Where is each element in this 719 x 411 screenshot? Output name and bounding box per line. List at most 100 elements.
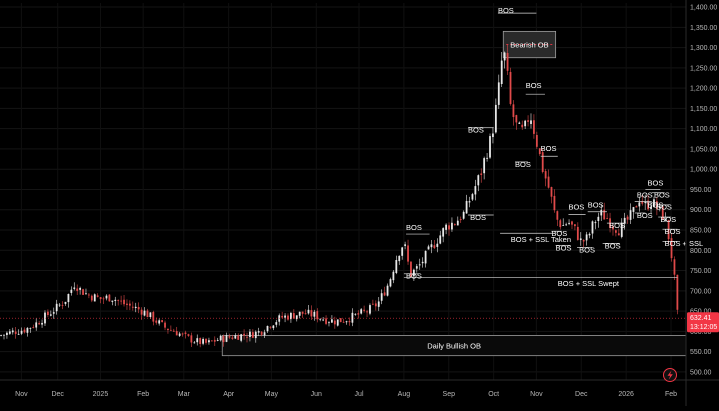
candle-body [58,304,61,306]
bos-label: BOS + SSL Taken [511,235,571,244]
price-axis[interactable]: 1,400.00 1,350.00 1,300.00 1,250.00 1,200.00… [685,0,717,406]
candle-body [626,216,629,220]
candle-body [664,218,667,221]
candle-body [29,327,32,329]
candle-body [41,322,43,325]
candle-body [568,222,570,224]
candle-body [143,310,146,316]
candle-body [521,124,524,128]
candle-body [82,289,84,295]
bos-label: BOS [541,144,557,153]
candle-body [635,206,638,208]
candle-body [345,321,348,323]
candle-body [606,217,609,219]
candle-body [629,210,632,220]
bos-label: BOS [637,211,653,220]
candle-body [442,228,445,237]
candle-body [128,303,131,306]
candle-body [225,335,228,342]
candle-body [544,171,547,179]
candle-body [304,313,307,315]
candle-body [3,334,5,336]
candle-body [538,148,541,155]
candle-body [377,301,380,307]
candle-body [644,201,647,203]
candle-body [439,235,442,244]
candle-body [14,331,17,334]
candle-body [433,245,436,249]
candle-body [383,292,386,296]
candle-body [582,239,585,242]
candle-body [395,260,398,273]
candle-body [6,332,8,336]
candle-body [146,310,149,318]
candle-body [366,311,368,313]
price-tick-label: 700.00 [690,288,712,295]
candle-body [465,200,468,214]
candle-body [322,319,325,321]
candle-body [421,261,424,264]
month-tick-label: Sep [443,391,456,398]
candle-body [620,222,623,237]
candle-body [524,120,527,127]
month-tick-label: Dec [51,391,64,398]
candle-body [140,309,143,315]
candle-body [497,82,500,105]
candle-body [430,244,433,248]
candle-body [313,311,316,317]
price-tick-label: 1,350.00 [690,25,717,32]
lightning-button[interactable] [663,368,677,382]
candle-body [453,224,456,225]
month-tick-label: Apr [223,391,235,398]
candle-body [339,318,342,323]
candle-body [114,299,117,301]
candle-body [64,301,67,304]
candle-body [164,322,166,328]
candle-body [181,333,184,335]
candle-body [172,330,175,332]
bos-label: BOS [648,201,664,210]
candle-body [167,328,169,331]
bos-label: BOS [551,229,567,238]
candle-body [369,305,371,314]
order-block-label: Bearish OB [510,40,548,49]
candle-body [371,303,374,305]
bos-label: BOS [468,126,484,135]
month-tick-label: Dec [575,391,588,398]
candle-body [512,104,515,118]
month-tick-label: Mar [178,391,191,398]
bos-label: BOS [470,213,486,222]
candle-body [49,314,52,316]
candle-body [298,311,301,316]
bos-label: BOS [660,215,676,224]
candle-body [541,152,544,172]
candle-body [638,202,641,207]
candle-body [392,271,395,281]
candle-body [175,331,178,336]
candle-body [290,312,292,320]
price-tick-label: 500.00 [690,369,712,376]
candle-body [246,336,248,338]
price-tick-label: 1,050.00 [690,146,717,153]
candle-body [459,219,462,221]
candle-body [20,330,23,334]
candle-body [591,221,594,234]
candle-body [120,300,123,302]
bos-label: BOS [579,245,595,254]
price-tick-label: 1,300.00 [690,45,717,52]
candle-body [287,315,289,320]
candle-body [134,306,137,309]
candle-body [336,319,339,326]
candle-body [462,211,465,219]
candle-body [272,325,275,329]
candle-body [301,311,304,314]
candle-body [603,209,606,220]
time-axis[interactable]: Nov Dec 2025 Feb Mar Apr May Jun Jul Aug Sep Oct Nov… [0,379,719,398]
candle-body [579,238,582,240]
candle-body [574,224,576,227]
candle-body [35,322,38,328]
candle-body [52,312,55,314]
